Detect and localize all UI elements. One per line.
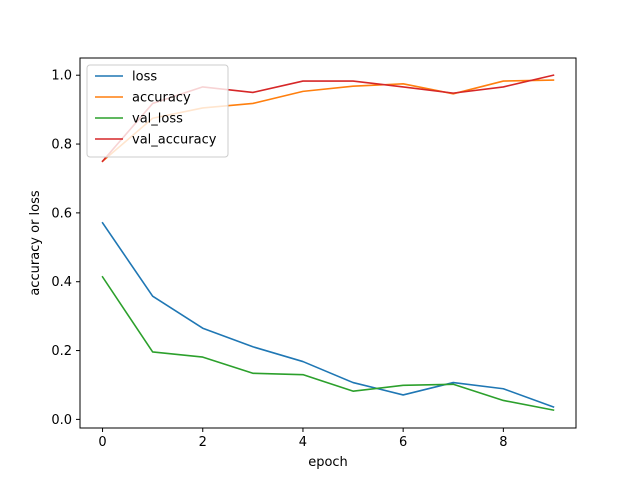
x-tick-label: 6: [399, 435, 407, 450]
y-tick-label: 0.4: [51, 275, 72, 290]
legend-box: [86, 64, 229, 158]
legend-label-loss: loss: [132, 70, 157, 85]
y-axis-ticks: 0.0 0.2 0.4 0.6 0.8 1.0: [51, 69, 80, 428]
x-tick-label: 2: [199, 435, 207, 450]
y-tick-label: 0.0: [51, 413, 72, 428]
plot-frame: [79, 57, 577, 429]
y-tick-label: 1.0: [51, 69, 72, 84]
y-axis-label: accuracy or loss: [28, 190, 43, 296]
series-line-loss: [101, 221, 555, 409]
legend: loss accuracy val_loss val_accuracy: [86, 64, 229, 158]
y-tick-label: 0.8: [51, 138, 72, 153]
x-axis-label: epoch: [308, 455, 348, 470]
x-axis-ticks: 0 2 4 6 8: [98, 428, 507, 450]
y-tick-label: 0.2: [51, 344, 72, 359]
x-tick-label: 4: [299, 435, 307, 450]
legend-label-val-accuracy: val_accuracy: [132, 133, 217, 148]
legend-label-accuracy: accuracy: [132, 91, 191, 106]
x-tick-label: 0: [98, 435, 106, 450]
y-tick-label: 0.6: [51, 206, 72, 221]
legend-label-val-loss: val_loss: [132, 112, 183, 127]
series-line-val-loss: [101, 275, 555, 412]
x-tick-label: 8: [499, 435, 507, 450]
